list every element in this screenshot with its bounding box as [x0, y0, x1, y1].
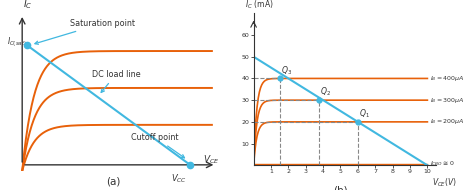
Text: $I_C$: $I_C$: [23, 0, 33, 11]
Text: $Q_3$: $Q_3$: [281, 64, 292, 77]
Text: $Q_2$: $Q_2$: [320, 86, 331, 98]
Text: $V_{CC}$: $V_{CC}$: [171, 173, 187, 185]
Text: $I_B = 200\mu A$: $I_B = 200\mu A$: [430, 117, 465, 126]
Text: $Q_1$: $Q_1$: [359, 107, 370, 120]
Text: Cutoff point: Cutoff point: [131, 133, 184, 158]
Text: (a): (a): [107, 177, 121, 187]
Text: DC load line: DC load line: [92, 70, 141, 92]
Text: (b): (b): [333, 185, 348, 190]
Text: Saturation point: Saturation point: [35, 19, 135, 44]
Text: $I_C$ (mA): $I_C$ (mA): [245, 0, 273, 11]
Text: $I_{CBO}\cong 0$: $I_{CBO}\cong 0$: [430, 159, 455, 168]
Text: $V_{CE}$: $V_{CE}$: [203, 154, 219, 166]
Text: $I_{C(sat)}$: $I_{C(sat)}$: [7, 35, 27, 49]
Text: $V_{CE}(V)$: $V_{CE}(V)$: [432, 176, 457, 189]
Text: $I_B = 400\mu A$: $I_B = 400\mu A$: [430, 74, 465, 83]
Text: $I_B = 300\mu A$: $I_B = 300\mu A$: [430, 96, 465, 105]
